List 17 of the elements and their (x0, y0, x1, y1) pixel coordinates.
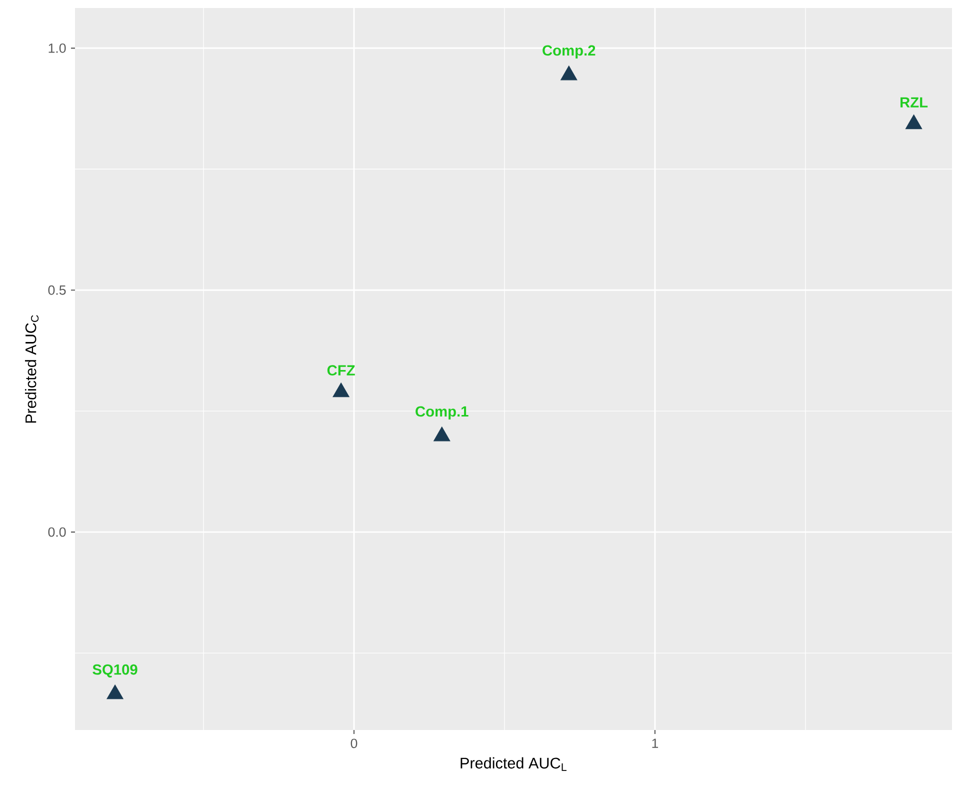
annotation: CFZ (327, 365, 355, 376)
y-tick-label: 0.0 (48, 527, 66, 537)
y-axis-title: Predicted AUC$_{C}$ (24, 315, 39, 423)
annotation: SQ109 (92, 664, 138, 678)
annotation: Comp.1 (416, 406, 468, 420)
annotation: Comp.2 (542, 45, 596, 59)
point (332, 382, 350, 398)
x-axis-title: Predicted AUC$_{L}$ (460, 757, 566, 771)
y-tick-label: 1.0 (48, 43, 66, 53)
point (106, 684, 124, 700)
x-tick-label: 0 (350, 738, 358, 748)
point (905, 114, 922, 130)
x-tick-label: 1 (652, 738, 658, 748)
annotation: RZL (900, 97, 928, 108)
point (560, 66, 578, 80)
y-tick-label: 0.5 (48, 285, 66, 295)
point (434, 426, 450, 442)
